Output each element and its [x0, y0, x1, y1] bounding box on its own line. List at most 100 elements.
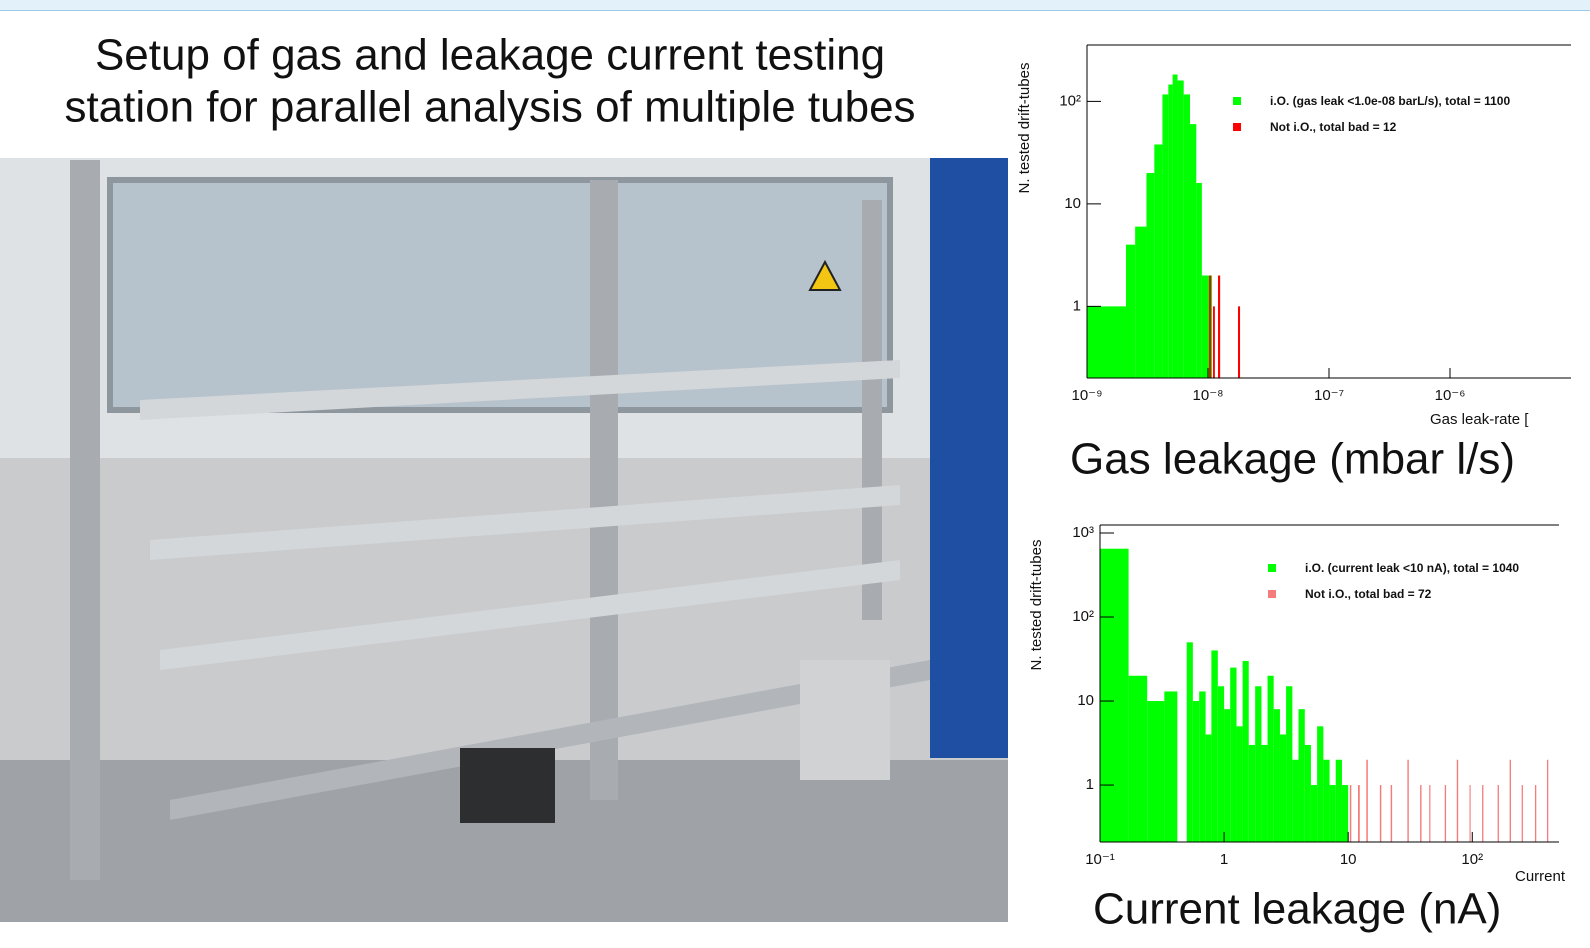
curtain: [930, 158, 1008, 758]
photo: [0, 158, 1008, 922]
power-supply: [800, 660, 890, 780]
x-tick-label: 10⁻⁹: [1071, 387, 1102, 404]
histogram-bar: [1286, 686, 1292, 842]
y-tick-label: 10²: [1072, 608, 1094, 625]
histogram-bar: [1510, 760, 1511, 842]
histogram-bar: [1087, 306, 1126, 378]
histogram-bar: [1211, 650, 1217, 842]
histogram-bar: [1336, 760, 1342, 842]
histogram-bar: [1135, 227, 1146, 378]
histogram-bar: [1213, 306, 1215, 378]
histogram-bar: [1342, 785, 1348, 842]
histogram-bar: [1274, 709, 1280, 842]
legend-label: Not i.O., total bad = 72: [1305, 587, 1432, 601]
histogram-bar: [1547, 760, 1548, 842]
legend-swatch: [1268, 564, 1276, 572]
histogram-bar: [1249, 745, 1255, 842]
histogram-bar: [1391, 785, 1392, 842]
chart-caption: Current leakage (nA): [1093, 885, 1501, 934]
histogram-bar: [1187, 642, 1193, 842]
histogram-bar: [1268, 676, 1274, 842]
frame-post: [70, 160, 100, 880]
histogram-bar: [1323, 760, 1329, 842]
histogram-bar: [1238, 306, 1240, 378]
y-tick-label: 10²: [1059, 92, 1081, 109]
histogram-bar: [1237, 726, 1243, 842]
y-tick-label: 10: [1064, 195, 1081, 212]
frame-post: [862, 200, 882, 620]
control-unit: [460, 748, 555, 823]
histogram-bar: [1218, 686, 1224, 842]
histogram-bar: [1429, 785, 1430, 842]
histogram-bar: [1196, 183, 1202, 378]
histogram-bar: [1146, 173, 1154, 378]
histogram-bar: [1199, 691, 1205, 842]
title-line: Setup of gas and leakage current testing: [95, 31, 885, 80]
histogram-bar: [1224, 709, 1230, 842]
x-tick-label: 1: [1220, 851, 1228, 868]
chart-caption: Gas leakage (mbar l/s): [1070, 435, 1515, 484]
histogram-bar: [1407, 760, 1408, 842]
histogram-bar: [1498, 785, 1499, 842]
histogram-bar: [1209, 276, 1211, 378]
histogram-bar: [1366, 760, 1368, 842]
x-tick-label: 10⁻⁷: [1314, 387, 1344, 404]
histogram-bar: [1243, 661, 1249, 842]
y-tick-label: 1: [1086, 776, 1094, 793]
histogram-bar: [1305, 745, 1311, 842]
histogram-bar: [1129, 676, 1148, 842]
title-line: station for parallel analysis of multipl…: [64, 83, 915, 132]
histogram-bar: [1380, 785, 1381, 842]
x-tick-label: 10²: [1461, 851, 1483, 868]
histogram-bar: [1535, 785, 1536, 842]
histogram-bar: [1317, 726, 1323, 842]
histogram-bar: [1457, 760, 1458, 842]
histogram-bar: [1126, 245, 1135, 378]
histogram-bar: [1420, 785, 1421, 842]
histogram-bar: [1168, 85, 1172, 378]
histogram-bar: [1162, 94, 1168, 378]
x-axis-title: Current: [1515, 868, 1566, 885]
x-tick-label: 10⁻⁶: [1435, 387, 1466, 404]
legend-swatch: [1268, 590, 1276, 598]
histogram-bar: [1230, 668, 1236, 842]
y-tick-label: 1: [1073, 297, 1081, 314]
histogram-bar: [1330, 785, 1336, 842]
histogram-bar: [1184, 94, 1190, 378]
chart: i.O. (current leak <10 nA), total = 1040…: [1028, 524, 1566, 934]
histogram-bar: [1350, 785, 1352, 842]
histogram-bar: [1154, 144, 1162, 378]
histogram-bar: [1164, 691, 1177, 842]
histogram-bar: [1100, 549, 1129, 842]
histogram-bar: [1202, 276, 1208, 378]
histogram-bar: [1255, 686, 1261, 842]
legend-label: i.O. (current leak <10 nA), total = 1040: [1305, 561, 1519, 575]
histogram-bar: [1261, 745, 1267, 842]
chart: i.O. (gas leak <1.0e-08 barL/s), total =…: [1016, 45, 1571, 484]
histogram-bar: [1280, 734, 1286, 842]
histogram-bar: [1147, 701, 1164, 842]
x-axis-title: Gas leak-rate [: [1430, 411, 1529, 428]
histogram-bar: [1470, 785, 1471, 842]
y-axis-title: N. tested drift-tubes: [1016, 63, 1033, 194]
x-tick-label: 10⁻⁸: [1193, 387, 1224, 404]
frame-post: [590, 180, 618, 800]
histogram-bar: [1292, 760, 1298, 842]
y-tick-label: 10: [1077, 692, 1094, 709]
histogram-bar: [1358, 785, 1360, 842]
y-tick-label: 10³: [1072, 524, 1094, 541]
histogram-bar: [1178, 80, 1184, 378]
x-tick-label: 10: [1340, 851, 1357, 868]
histogram-bar: [1206, 734, 1212, 842]
legend-swatch: [1233, 97, 1241, 105]
legend-swatch: [1233, 123, 1241, 131]
legend-label: Not i.O., total bad = 12: [1270, 120, 1397, 134]
histogram-bar: [1299, 709, 1305, 842]
page: {"title": ["Setup of gas and leakage cur…: [0, 0, 1590, 943]
x-tick-label: 10⁻¹: [1085, 851, 1115, 868]
legend-label: i.O. (gas leak <1.0e-08 barL/s), total =…: [1270, 94, 1510, 108]
histogram-bar: [1193, 701, 1199, 842]
top-bar: [0, 0, 1590, 10]
histogram-bar: [1482, 785, 1483, 842]
histogram-bar: [1218, 276, 1220, 378]
